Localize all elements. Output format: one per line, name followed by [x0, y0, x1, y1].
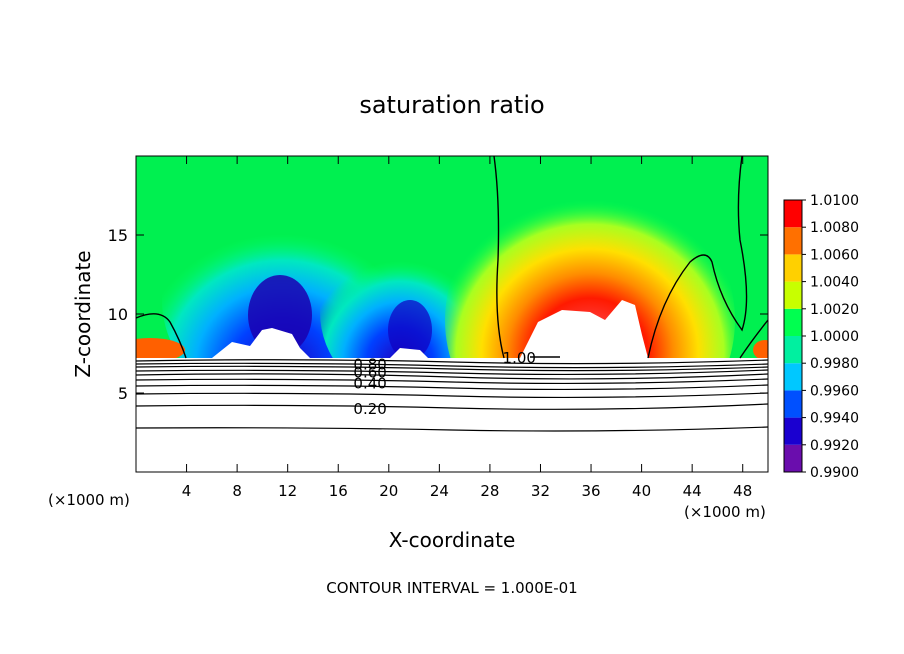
- x-tick-label: 28: [480, 482, 499, 500]
- contour-label: 1.00: [503, 349, 536, 367]
- x-tick-label: 36: [581, 482, 600, 500]
- x-unit-label-left: (×1000 m): [48, 491, 130, 509]
- colorbar-label: 0.9980: [810, 356, 859, 372]
- chart-title: saturation ratio: [359, 91, 544, 119]
- colorbar-label: 1.0040: [810, 275, 859, 291]
- colorbar-label: 1.0080: [810, 220, 859, 236]
- contour-interval-note: CONTOUR INTERVAL = 1.000E-01: [326, 579, 577, 597]
- colorbar-label: 1.0000: [810, 329, 859, 345]
- white-blob-mid: [390, 348, 428, 358]
- white-blob-right: [520, 300, 648, 358]
- lower-region: [136, 358, 768, 472]
- x-tick-label: 12: [278, 482, 297, 500]
- colorbar-label: 0.9960: [810, 383, 859, 399]
- colorbar-segment: [784, 390, 802, 418]
- contour-label: 0.20: [353, 400, 386, 418]
- x-tick-label: 20: [379, 482, 398, 500]
- colorbar-segment: [784, 227, 802, 255]
- stratified-contours: [136, 359, 768, 432]
- plot-field: [136, 156, 768, 472]
- y-tick-label: 15: [108, 226, 128, 245]
- x-tick-label: 44: [683, 482, 702, 500]
- colorbar-label: 0.9920: [810, 438, 859, 454]
- white-blob-left: [212, 328, 310, 358]
- colorbar-segment: [784, 254, 802, 282]
- x-tick-label: 48: [733, 482, 752, 500]
- y-axis-ticks: 5 10 15: [108, 226, 768, 403]
- colorbar-label: 1.0060: [810, 247, 859, 263]
- x-tick-label: 16: [329, 482, 348, 500]
- blue-core-mid: [388, 300, 432, 360]
- y-axis-label: Z-coordinate: [71, 250, 95, 377]
- x-tick-label: 8: [232, 482, 242, 500]
- colorbar: 0.9900 0.9920 0.9940 0.9960 0.9980 1.0000 1.00…: [783, 193, 859, 481]
- colorbar-label: 0.9940: [810, 411, 859, 427]
- colorbar-label: 1.0100: [810, 193, 859, 209]
- x-tick-label: 24: [430, 482, 449, 500]
- contour-label: 0.60: [353, 363, 386, 381]
- y-tick-label: 10: [108, 305, 128, 324]
- x-unit-label-right: (×1000 m): [684, 503, 766, 521]
- colorbar-segment: [784, 281, 802, 309]
- colorbar-segment: [784, 200, 802, 228]
- colorbar-segment: [784, 363, 802, 391]
- colorbar-segment: [784, 417, 802, 445]
- contour-label: 0.40: [353, 375, 386, 393]
- left-edge-warm: [136, 338, 185, 362]
- colorbar-label: 0.9900: [810, 465, 859, 481]
- unity-contours: [136, 156, 768, 359]
- x-tick-label: 32: [531, 482, 550, 500]
- contour-label: 0.80: [353, 356, 386, 374]
- x-axis-ticks: 4 8 12 16 20 24 28 32 36 40 44 48: [182, 156, 752, 500]
- colorbar-segment: [784, 308, 802, 336]
- y-tick-label: 5: [118, 384, 128, 403]
- contour-labels: 0.20 0.400.600.80 1.00: [353, 349, 536, 418]
- right-edge-warm: [753, 340, 768, 360]
- colorbar-segment: [784, 444, 802, 472]
- x-tick-label: 4: [182, 482, 192, 500]
- colorbar-segment: [784, 336, 802, 364]
- x-axis-label: X-coordinate: [389, 528, 516, 552]
- x-tick-label: 40: [632, 482, 651, 500]
- colorbar-label: 1.0020: [810, 302, 859, 318]
